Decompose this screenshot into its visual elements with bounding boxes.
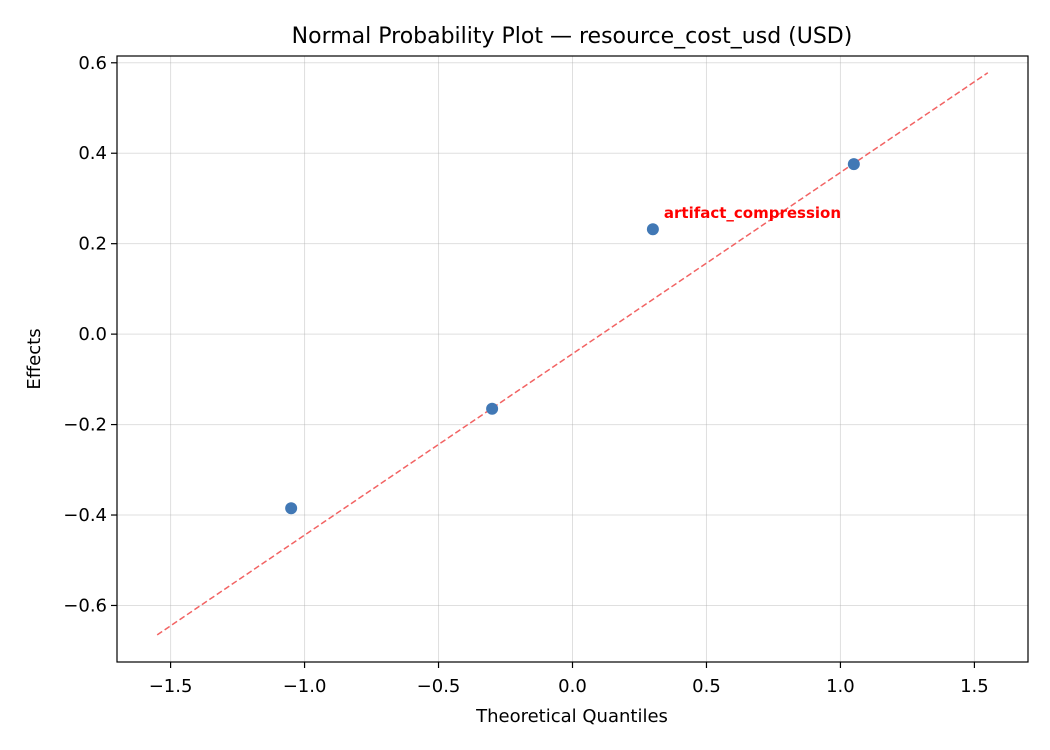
x-tick-label: −0.5 bbox=[417, 676, 461, 697]
x-tick-label: 1.5 bbox=[960, 676, 989, 697]
y-tick-label: 0.6 bbox=[78, 53, 107, 74]
annotations: artifact_compression bbox=[664, 204, 841, 222]
x-tick-label: 1.0 bbox=[826, 676, 855, 697]
x-axis-ticks: −1.5 −1.0 −0.5 0.0 0.5 1.0 1.5 bbox=[149, 662, 989, 697]
y-tick-label: 0.4 bbox=[78, 143, 107, 164]
data-point bbox=[847, 158, 860, 171]
data-point bbox=[285, 502, 298, 515]
x-tick-label: −1.5 bbox=[149, 676, 193, 697]
y-tick-label: −0.6 bbox=[63, 595, 107, 616]
x-tick-label: −1.0 bbox=[283, 676, 327, 697]
data-point bbox=[646, 223, 659, 236]
y-tick-label: 0.0 bbox=[78, 324, 107, 345]
point-annotation: artifact_compression bbox=[664, 204, 841, 222]
x-tick-label: 0.5 bbox=[692, 676, 721, 697]
y-axis-label: Effects bbox=[24, 328, 45, 389]
grid bbox=[117, 56, 1028, 662]
y-axis-ticks: −0.6 −0.4 −0.2 0.0 0.2 0.4 0.6 bbox=[63, 53, 117, 616]
chart-title: Normal Probability Plot — resource_cost_… bbox=[292, 24, 853, 49]
y-tick-label: −0.2 bbox=[63, 415, 107, 436]
data-points bbox=[285, 158, 860, 515]
y-tick-label: −0.4 bbox=[63, 505, 107, 526]
data-point bbox=[486, 402, 499, 415]
reference-line-layer bbox=[156, 72, 989, 636]
x-tick-label: 0.0 bbox=[558, 676, 587, 697]
y-tick-label: 0.2 bbox=[78, 234, 107, 255]
x-axis-label: Theoretical Quantiles bbox=[475, 706, 668, 727]
reference-line bbox=[156, 72, 989, 636]
